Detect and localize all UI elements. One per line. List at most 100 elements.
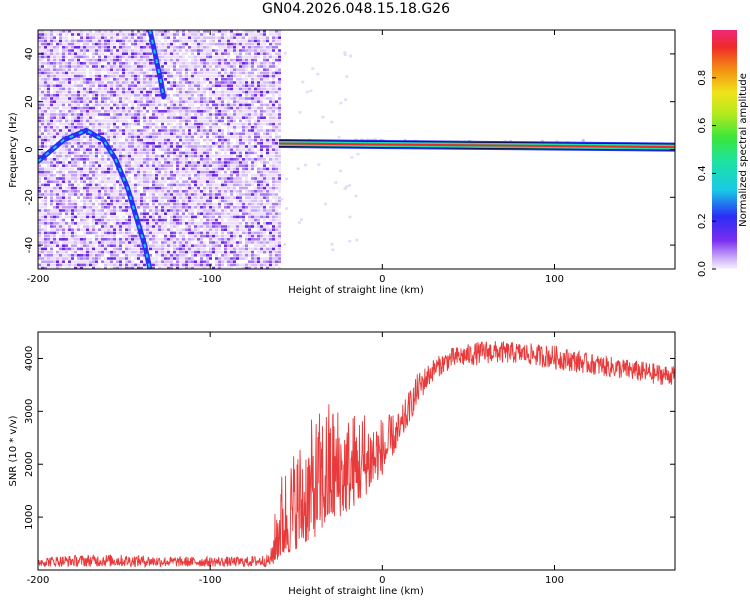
noise-cell xyxy=(143,148,146,151)
noise-cell xyxy=(146,74,149,78)
noise-cell xyxy=(215,132,218,135)
noise-cell xyxy=(224,122,227,126)
noise-cell xyxy=(194,84,197,87)
noise-cell xyxy=(254,266,257,269)
noise-cell xyxy=(152,218,155,222)
noise-cell xyxy=(62,199,65,203)
noise-cell xyxy=(98,81,101,84)
noise-cell xyxy=(188,106,191,110)
noise-cell xyxy=(56,106,59,110)
noise-cell xyxy=(92,126,95,129)
noise-cell xyxy=(260,158,263,161)
noise-cell xyxy=(218,196,221,199)
noise-cell xyxy=(230,78,233,81)
noise-cell xyxy=(254,231,257,235)
noise-cell xyxy=(83,186,86,190)
noise-cell xyxy=(215,30,218,33)
noise-cell xyxy=(38,183,41,187)
noise-cell xyxy=(104,87,107,91)
noise-cell xyxy=(176,81,179,84)
noise-cell xyxy=(185,186,188,190)
noise-cell xyxy=(107,78,110,81)
noise-cell xyxy=(191,250,194,254)
noise-cell xyxy=(110,161,113,164)
noise-cell xyxy=(230,250,233,254)
noise-cell xyxy=(44,177,47,180)
noise-cell xyxy=(113,52,116,55)
noise-cell xyxy=(98,202,101,206)
noise-cell xyxy=(125,142,128,145)
noise-cell xyxy=(50,62,53,65)
noise-cell xyxy=(191,145,194,148)
noise-cell xyxy=(155,167,158,171)
noise-cell xyxy=(44,94,47,97)
noise-cell xyxy=(227,100,230,103)
noise-cell xyxy=(164,250,167,254)
noise-cell xyxy=(209,68,212,71)
noise-cell xyxy=(185,247,188,251)
noise-cell xyxy=(185,263,188,267)
noise-cell xyxy=(185,49,188,52)
noise-cell xyxy=(239,119,242,123)
noise-cell xyxy=(77,42,80,46)
noise-cell xyxy=(242,257,245,260)
noise-cell xyxy=(107,228,110,231)
noise-cell xyxy=(248,129,251,132)
noise-cell xyxy=(104,174,107,177)
noise-cell xyxy=(86,62,89,65)
noise-cell xyxy=(50,132,53,135)
noise-cell xyxy=(260,154,263,158)
noise-cell xyxy=(251,193,254,196)
noise-cell xyxy=(146,116,149,119)
noise-cell xyxy=(251,113,254,116)
noise-cell xyxy=(62,49,65,52)
noise-cell xyxy=(47,231,50,235)
noise-cell xyxy=(101,215,104,219)
noise-cell xyxy=(104,190,107,193)
noise-cell xyxy=(203,74,206,78)
noise-cell xyxy=(86,212,89,215)
noise-cell xyxy=(236,106,239,110)
noise-cell xyxy=(182,126,185,129)
noise-cell xyxy=(230,58,233,62)
noise-cell xyxy=(167,257,170,260)
noise-cell xyxy=(239,87,242,91)
noise-cell xyxy=(74,68,77,71)
noise-cell xyxy=(206,71,209,75)
noise-cell xyxy=(101,180,104,183)
noise-cell xyxy=(164,209,167,212)
noise-cell xyxy=(239,234,242,238)
noise-cell xyxy=(182,132,185,135)
noise-cell xyxy=(197,122,200,126)
noise-cell xyxy=(224,71,227,75)
noise-cell xyxy=(77,257,80,260)
noise-cell xyxy=(101,177,104,180)
noise-cell xyxy=(206,58,209,62)
noise-cell xyxy=(230,148,233,151)
noise-cell xyxy=(251,257,254,260)
noise-cell xyxy=(83,247,86,251)
noise-cell xyxy=(89,138,92,142)
noise-cell xyxy=(56,206,59,209)
noise-cell xyxy=(56,222,59,225)
noise-cell xyxy=(116,113,119,116)
noise-cell xyxy=(59,81,62,84)
noise-cell xyxy=(182,100,185,103)
noise-cell xyxy=(41,257,44,260)
noise-cell xyxy=(236,62,239,65)
noise-cell xyxy=(41,183,44,187)
noise-cell xyxy=(254,263,257,267)
noise-cell xyxy=(128,52,131,55)
noise-cell xyxy=(191,36,194,39)
noise-cell xyxy=(143,42,146,46)
noise-cell xyxy=(176,164,179,167)
noise-cell xyxy=(80,94,83,97)
noise-cell xyxy=(107,58,110,62)
noise-cell xyxy=(146,183,149,187)
noise-cell xyxy=(77,266,80,269)
noise-cell xyxy=(50,100,53,103)
noise-cell xyxy=(59,84,62,87)
noise-cell xyxy=(164,247,167,251)
noise-cell xyxy=(53,266,56,269)
noise-cell xyxy=(209,209,212,212)
